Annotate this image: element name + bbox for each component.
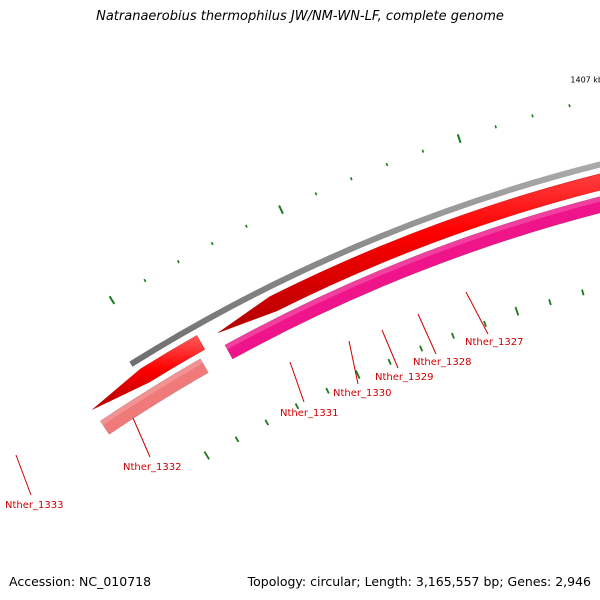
gene-labels: Nther_1327 Nther_1328 Nther_1329 Nther_1330… (5, 337, 523, 511)
scale-tick (494, 125, 497, 129)
label-leaders (15, 291, 489, 496)
feature-arrow[interactable] (217, 148, 600, 333)
scale-tick (385, 162, 389, 167)
scale-tick (176, 259, 180, 264)
accession-label: Accession: NC_010718 (9, 574, 152, 589)
leader-line (381, 329, 399, 369)
gene-label: Nther_1328 (413, 357, 471, 368)
gene-nther-1333[interactable] (99, 358, 209, 435)
scale-tick (143, 278, 147, 283)
scale-label: 1407 kbp (570, 76, 600, 85)
leader-line (15, 454, 32, 496)
inner-feature-track (99, 170, 600, 435)
scale-tick (456, 133, 462, 144)
leader-line (289, 361, 305, 403)
gene-label: Nther_1327 (465, 337, 523, 348)
scale-tick (278, 205, 284, 215)
gene-label: Nther_1330 (333, 388, 391, 399)
inner-tick (203, 451, 210, 460)
outer-feature-track (92, 148, 600, 410)
inner-tick (419, 345, 424, 352)
leader-line (465, 291, 489, 335)
map-title: Natranaerobius thermophilus JW/NM-WN-LF,… (96, 9, 504, 24)
scale-tick (210, 241, 214, 246)
gene-label: Nther_1331 (280, 408, 338, 419)
gene-label: Nther_1329 (375, 372, 433, 383)
leader-line (417, 313, 437, 355)
scale-tick (314, 192, 318, 196)
inner-tick (325, 387, 330, 394)
inner-tick (451, 332, 455, 339)
scale-tick (349, 177, 353, 181)
inner-tick (355, 370, 361, 380)
inner-tick (264, 419, 270, 426)
inner-tick (387, 358, 392, 365)
scale-ticks (108, 104, 585, 460)
inner-tick (548, 298, 552, 306)
scale-tick (421, 149, 425, 153)
leader-line (348, 340, 359, 385)
gene-label: Nther_1333 (5, 500, 63, 511)
topology-label: Topology: circular; Length: 3,165,557 bp… (247, 574, 591, 589)
inner-tick (483, 320, 487, 327)
inner-tick (581, 289, 585, 296)
leader-line (132, 417, 151, 458)
gene-nther-1332[interactable] (224, 170, 600, 360)
inner-tick (294, 403, 300, 410)
gene-label: Nther_1332 (123, 462, 181, 473)
inner-tick (234, 436, 240, 443)
scale-labels: 1401 kbp1402 kbp1403 kbp1404 kbp1405 kbp… (570, 76, 600, 85)
scale-tick (531, 114, 534, 118)
inner-tick (514, 306, 520, 316)
gene-highlight (100, 358, 203, 426)
scale-tick (568, 104, 571, 108)
feature-arrow[interactable] (92, 335, 206, 410)
scale-tick (245, 224, 248, 228)
scale-tick (108, 295, 116, 305)
